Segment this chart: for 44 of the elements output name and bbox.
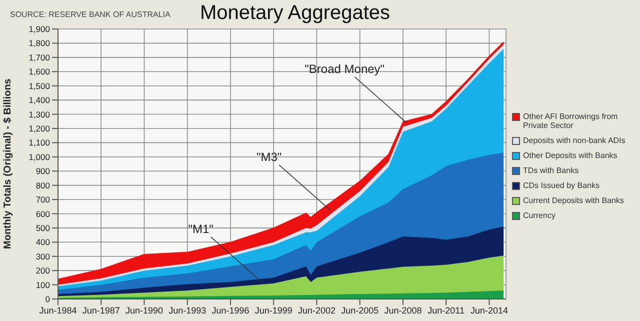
x-tick-label: Jun-2005 — [341, 305, 379, 316]
y-tick-label: 1,600 — [28, 66, 50, 77]
y-tick-label: 1,000 — [28, 152, 50, 162]
x-tick-label: Jun-2014 — [470, 305, 508, 316]
annotation: "M1" — [188, 222, 214, 236]
annotation: "Broad Money" — [304, 62, 385, 76]
y-tick-label: 1,100 — [28, 138, 50, 148]
x-tick-label: Jun-1984 — [39, 305, 77, 316]
x-tick-label: Jun-2008 — [384, 305, 422, 316]
y-tick-label: 1,800 — [28, 38, 50, 48]
legend-label: Deposits with non-bank ADIs — [523, 136, 626, 145]
y-tick-label: 0 — [45, 294, 50, 304]
y-tick-label: 1,300 — [28, 109, 50, 120]
y-tick-label: 1,700 — [28, 52, 50, 62]
y-tick-label: 1,200 — [28, 123, 50, 134]
y-tick-label: 900 — [36, 166, 50, 176]
x-tick-label: Jun-1990 — [125, 305, 163, 316]
legend-label: Other AFI Borrowings from Private Sector — [523, 112, 619, 130]
legend-label: CDs Issued by Banks — [523, 181, 600, 190]
y-tick-label: 100 — [36, 280, 50, 290]
y-tick-label: 300 — [36, 251, 50, 262]
annotation: "M3" — [256, 150, 282, 164]
x-tick-label: Jun-1999 — [254, 305, 292, 316]
legend-label: TDs with Banks — [523, 166, 579, 175]
x-tick-label: Jun-2011 — [428, 305, 465, 316]
y-tick-label: 800 — [36, 180, 50, 190]
y-tick-label: 600 — [36, 208, 50, 219]
y-tick-label: 700 — [36, 194, 50, 205]
legend-label: Current Deposits with Banks — [523, 196, 624, 205]
y-tick-label: 400 — [36, 237, 50, 248]
x-tick-label: Jun-1987 — [82, 305, 120, 316]
source-note: SOURCE: RESERVE BANK OF AUSTRALIA — [10, 10, 170, 19]
x-tick-label: Jun-1993 — [168, 305, 206, 316]
legend-label: Currency — [523, 211, 556, 220]
y-tick-label: 1,500 — [28, 80, 50, 91]
x-tick-label: Jun-1996 — [212, 305, 250, 316]
y-tick-label: 200 — [36, 266, 50, 276]
y-axis-title: Monthly Totals (Original) - $ Billions — [2, 78, 14, 249]
chart-title: Monetary Aggregates — [198, 2, 392, 25]
y-tick-label: 1,900 — [28, 24, 50, 34]
legend-label: Other Deposits with Banks — [523, 151, 618, 160]
x-tick-label: Jun-2002 — [298, 305, 336, 316]
y-tick-label: 1,400 — [28, 95, 50, 106]
y-tick-label: 500 — [36, 222, 50, 233]
